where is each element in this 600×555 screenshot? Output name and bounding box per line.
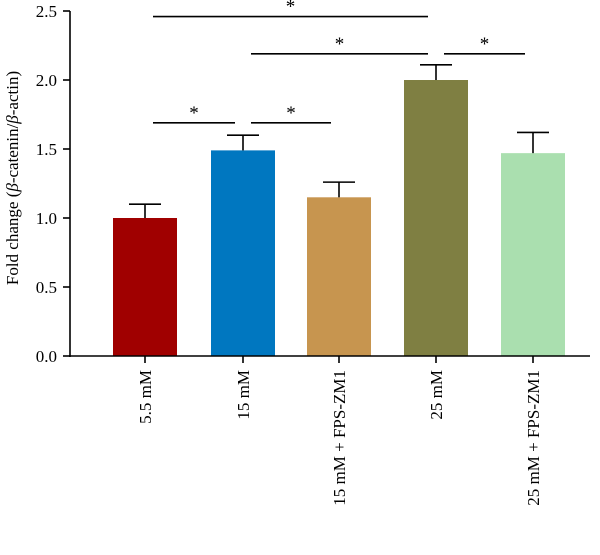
x-tick-label: 25 mM + FPS-ZM1 [524,370,543,506]
x-tick-label: 15 mM + FPS-ZM1 [330,370,349,506]
x-axis: 5.5 mM 15 mM 15 mM + FPS-ZM1 25 mM 25 mM + F… [69,355,590,506]
y-axis-title-beta-1: β [3,183,22,193]
y-tick-label: 0.0 [36,347,57,366]
y-tick-label: 0.5 [36,278,57,297]
y-tick-label: 1.0 [36,209,57,228]
y-tick-label: 1.5 [36,140,57,159]
bar [113,218,177,356]
significance-star: * [335,34,345,55]
y-axis-title-beta-2: β [3,115,22,125]
bar [501,153,565,356]
x-tick-label: 15 mM [234,370,253,420]
error-bars [129,64,549,218]
significance-star: * [286,103,296,124]
y-axis-title-part-2: -catenin/ [3,123,22,183]
bar [211,150,275,356]
x-tick-label: 5.5 mM [136,370,155,424]
x-tick-label: 25 mM [427,370,446,420]
bars [113,80,565,356]
y-axis-title-part-3: -actin) [3,71,22,115]
y-axis: 0.0 0.5 1.0 1.5 2.0 2.5 [36,2,71,366]
y-tick-label: 2.0 [36,71,57,90]
bar [404,80,468,356]
y-axis-title: Fold change (β-catenin/β-actin) [3,71,22,285]
significance-star: * [480,34,490,55]
significance-star: * [286,0,296,18]
significance-star: * [189,103,199,124]
bar [307,197,371,356]
y-axis-title-part-1: Fold change ( [3,191,22,285]
significance-markers: * * * * * [153,0,525,124]
y-tick-label: 2.5 [36,2,57,21]
